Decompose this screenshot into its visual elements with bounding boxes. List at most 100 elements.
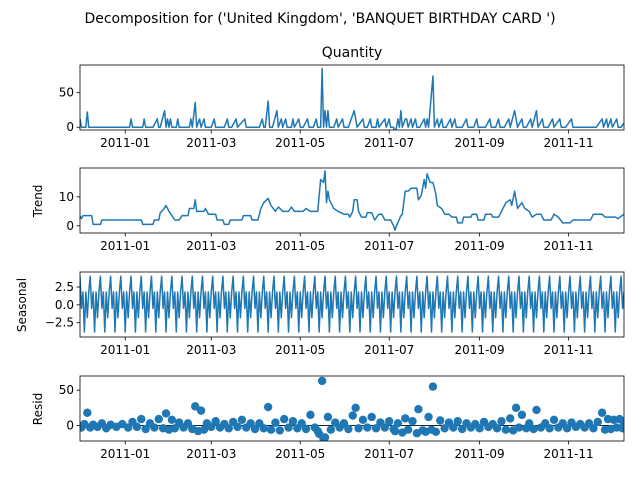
x-tick-label: 2011-03 <box>186 447 236 461</box>
x-tick-label: 2011-01 <box>100 239 150 253</box>
x-tick-label: 2011-01 <box>100 136 150 150</box>
seasonal-ylabel: Seasonal <box>15 278 29 332</box>
x-tick-label: 2011-11 <box>544 447 594 461</box>
x-tick-label: 2011-07 <box>364 343 414 357</box>
x-tick-label: 2011-11 <box>544 239 594 253</box>
resid-point <box>280 415 288 423</box>
x-tick-label: 2011-05 <box>275 447 325 461</box>
resid-point <box>271 418 279 426</box>
resid-point <box>429 382 437 390</box>
resid-point <box>529 425 537 433</box>
x-tick-label: 2011-11 <box>544 343 594 357</box>
resid-point <box>150 423 158 431</box>
x-tick-label: 2011-07 <box>364 239 414 253</box>
x-tick-label: 2011-11 <box>544 136 594 150</box>
resid-panel: 0 50 2011-01 2011-03 2011-05 2011-07 2011-09 20… <box>59 376 628 461</box>
x-tick-label: 2011-07 <box>364 136 414 150</box>
resid-point <box>367 413 375 421</box>
resid-point <box>594 418 602 426</box>
y-tick-label: 0.0 <box>55 298 74 312</box>
resid-point <box>432 428 440 436</box>
resid-point <box>598 409 606 417</box>
resid-point <box>436 416 444 424</box>
resid-point <box>260 424 268 432</box>
resid-point <box>424 413 432 421</box>
x-tick-label: 2011-01 <box>100 447 150 461</box>
resid-point <box>137 415 145 423</box>
x-tick-label: 2011-01 <box>100 343 150 357</box>
resid-point <box>532 406 540 414</box>
plot-area <box>80 68 624 132</box>
resid-point <box>162 409 170 417</box>
resid-point <box>289 417 297 425</box>
resid-point <box>363 423 371 431</box>
resid-point <box>344 425 352 433</box>
resid-point <box>414 405 422 413</box>
resid-point <box>306 411 314 419</box>
trend-series-line <box>80 171 624 230</box>
resid-point <box>197 406 205 414</box>
x-tick-label: 2011-05 <box>275 343 325 357</box>
resid-point <box>238 416 246 424</box>
y-tick-label: 50 <box>59 86 74 100</box>
resid-point <box>493 424 501 432</box>
resid-point <box>318 377 326 385</box>
x-tick-label: 2011-09 <box>455 343 505 357</box>
resid-point <box>545 424 553 432</box>
resid-point <box>512 404 520 412</box>
resid-ylabel: Resid <box>31 393 45 425</box>
x-tick-label: 2011-05 <box>275 239 325 253</box>
quantity-series-line <box>80 68 624 132</box>
figure-suptitle: Decomposition for ('United Kingdom', 'BA… <box>84 11 555 27</box>
trend-panel: 0 10 2011-01 2011-03 2011-05 2011-07 2011-09 20… <box>59 168 624 253</box>
plot-area <box>80 276 624 332</box>
x-tick-label: 2011-03 <box>186 239 236 253</box>
x-tick-label: 2011-09 <box>455 239 505 253</box>
resid-point <box>133 423 141 431</box>
resid-point <box>267 426 275 434</box>
resid-point <box>155 415 163 423</box>
resid-point <box>385 417 393 425</box>
resid-point <box>349 411 357 419</box>
x-tick-label: 2011-03 <box>186 343 236 357</box>
y-tick-label: 2.5 <box>55 280 74 294</box>
seasonal-series-line <box>80 276 624 332</box>
x-tick-label: 2011-03 <box>186 136 236 150</box>
y-tick-label: 50 <box>59 383 74 397</box>
resid-point <box>506 414 514 422</box>
resid-point <box>401 414 409 422</box>
plot-area <box>80 171 624 230</box>
resid-point <box>518 411 526 419</box>
resid-point <box>359 416 367 424</box>
resid-point <box>354 424 362 432</box>
seasonal-panel: 2.5 0.0 −2.5 2011-01 2011-03 2011-05 2011-07 20… <box>45 272 624 357</box>
panel-frame <box>80 168 624 233</box>
plot-area <box>76 377 628 443</box>
trend-ylabel: Trend <box>31 185 45 219</box>
resid-point <box>394 419 402 427</box>
y-tick-label: 0 <box>66 219 74 233</box>
y-tick-label: 0 <box>66 120 74 134</box>
resid-point <box>408 417 416 425</box>
y-tick-label: 0 <box>66 418 74 432</box>
resid-point <box>327 426 335 434</box>
resid-point <box>391 427 399 435</box>
resid-point <box>276 426 284 434</box>
resid-point <box>233 423 241 431</box>
y-tick-label: −2.5 <box>45 316 74 330</box>
x-tick-label: 2011-09 <box>455 136 505 150</box>
resid-point <box>264 403 272 411</box>
resid-point <box>83 409 91 417</box>
x-tick-label: 2011-07 <box>364 447 414 461</box>
resid-point <box>550 416 558 424</box>
y-tick-label: 10 <box>59 190 74 204</box>
resid-point <box>502 426 510 434</box>
observed-panel-title: Quantity <box>322 45 383 61</box>
resid-point <box>168 416 176 424</box>
resid-point <box>515 423 523 431</box>
resid-point <box>302 425 310 433</box>
x-tick-label: 2011-09 <box>455 447 505 461</box>
resid-point <box>321 433 329 441</box>
resid-point <box>324 413 332 421</box>
